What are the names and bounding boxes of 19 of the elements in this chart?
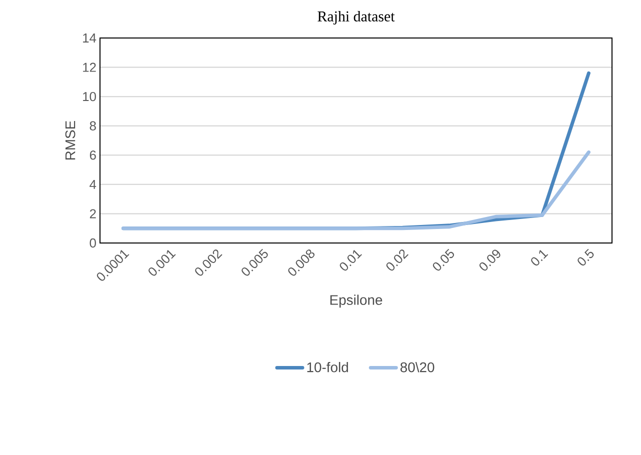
legend-label: 10-fold (307, 362, 348, 372)
y-tick-label: 4 (90, 180, 96, 189)
x-tick-label: 0.09 (479, 250, 500, 271)
y-tick-label: 8 (90, 121, 96, 130)
y-tick-label: 2 (90, 209, 96, 218)
x-tick-label: 0.05 (432, 248, 454, 271)
y-tick-label: 12 (83, 62, 96, 72)
y-tick-label: 0 (90, 238, 96, 248)
x-tick-label: 0.02 (386, 250, 408, 271)
x-axis-title: Epsilone (330, 294, 382, 308)
chart-title: Rajhi dataset (318, 10, 395, 25)
y-tick-label: 6 (90, 150, 96, 160)
x-tick-label: 0.5 (578, 248, 594, 266)
y-tick-label: 14 (83, 34, 96, 42)
x-tick-label: 0.01 (340, 250, 362, 271)
y-axis-title: RMSE (65, 120, 76, 160)
y-tick-label: 10 (83, 92, 96, 102)
x-tick-label: 0.1 (531, 250, 548, 266)
legend-label: 80\20 (400, 362, 434, 372)
